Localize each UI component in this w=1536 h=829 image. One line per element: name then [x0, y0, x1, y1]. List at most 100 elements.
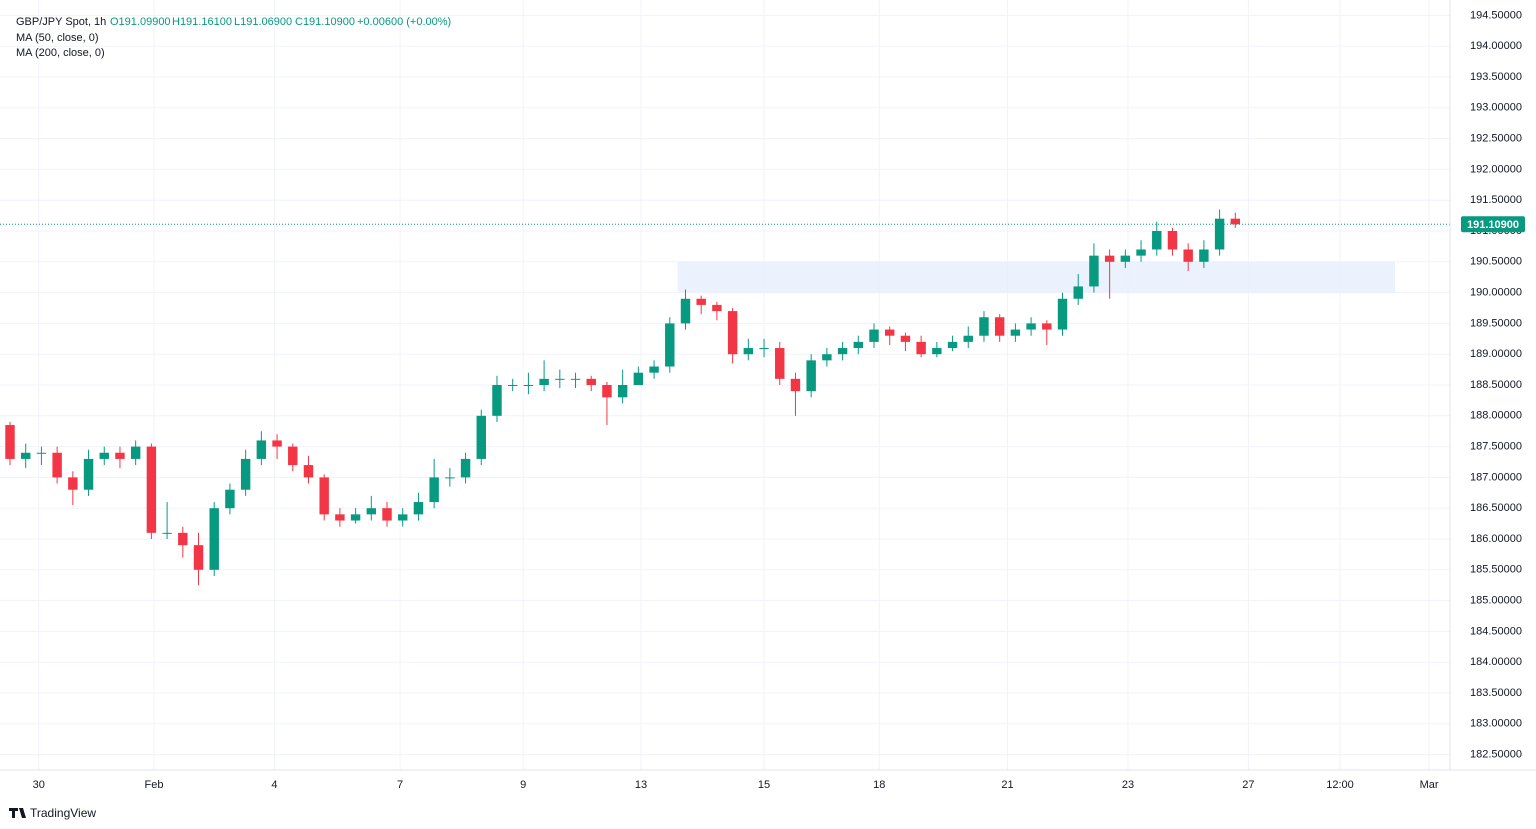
candle-body: [99, 452, 109, 459]
x-tick-label: 7: [397, 779, 403, 791]
candle-body: [759, 348, 769, 350]
candle-body: [225, 489, 235, 509]
candle-body: [555, 378, 565, 380]
y-tick-label: 187.00000: [1470, 471, 1522, 483]
candle-body: [413, 502, 424, 515]
plot: [0, 209, 1450, 586]
legend: GBP/JPY Spot, 1h O191.09900 H191.16100 L…: [16, 16, 451, 59]
candle-body: [193, 545, 204, 570]
y-tick-label: 192.50000: [1470, 133, 1522, 145]
y-tick-label: 193.50000: [1470, 71, 1522, 83]
ohlc-high: H191.16100: [172, 16, 232, 28]
candle-body: [570, 378, 581, 380]
candle-body: [1167, 231, 1178, 250]
candle-body: [617, 385, 628, 398]
candle-body: [1214, 218, 1225, 250]
candle-body: [115, 452, 125, 459]
candle-body: [1136, 249, 1146, 256]
candle-body: [1042, 323, 1052, 330]
y-tick-label: 193.00000: [1470, 102, 1522, 114]
candle-body: [1183, 249, 1193, 262]
ohlc-open: O191.09900: [110, 16, 171, 28]
candle-body: [492, 385, 502, 416]
candle-body: [130, 446, 141, 459]
candle-body: [994, 317, 1005, 336]
candle-body: [507, 385, 518, 386]
y-tick-label: 188.50000: [1470, 379, 1522, 391]
x-tick-label: 9: [520, 779, 526, 791]
candle-body: [649, 366, 659, 373]
candle-body: [1089, 255, 1099, 287]
candle-body: [822, 354, 832, 361]
y-tick-label: 187.50000: [1470, 441, 1522, 453]
candle-body: [1152, 231, 1162, 250]
candle-body: [1120, 255, 1131, 262]
brand-logo: [9, 808, 26, 818]
x-tick-label: 27: [1242, 779, 1254, 791]
y-tick-label: 188.00000: [1470, 410, 1522, 422]
y-tick-label: 190.00000: [1470, 287, 1522, 299]
last-price-label: 191.10900: [1467, 219, 1519, 231]
candle-body: [209, 508, 219, 570]
candle-body: [665, 323, 675, 367]
candle-body: [1073, 286, 1083, 299]
x-tick-label: 18: [873, 779, 885, 791]
y-tick-label: 186.00000: [1470, 533, 1522, 545]
brand[interactable]: TradingView: [9, 806, 96, 820]
y-tick-label: 185.00000: [1470, 595, 1522, 607]
candle-body: [20, 452, 31, 459]
x-tick-label: 23: [1122, 779, 1134, 791]
candle-body: [460, 458, 471, 478]
candle-body: [1104, 255, 1115, 262]
candle-body: [398, 514, 408, 521]
candle-body: [743, 348, 754, 355]
ohlc-low: L191.06900: [234, 16, 292, 28]
y-tick-label: 189.50000: [1470, 317, 1522, 329]
candle-body: [335, 514, 345, 521]
ohlc-close: C191.10900: [295, 16, 355, 28]
candle-body: [303, 465, 314, 478]
x-tick-label: Mar: [1420, 779, 1439, 791]
candle-body: [853, 341, 864, 349]
candle-body: [790, 378, 801, 392]
y-tick-label: 191.50000: [1470, 194, 1522, 206]
x-tick-label: 12:00: [1326, 779, 1354, 791]
candle-body: [633, 372, 644, 385]
change: +0.00600 (+0.00%): [357, 16, 451, 28]
candle-body: [5, 425, 15, 459]
x-tick-label: 4: [271, 779, 277, 791]
brand-name: TradingView: [30, 806, 96, 820]
candle-body: [979, 317, 989, 336]
candle-body: [445, 477, 455, 479]
candle-body: [350, 514, 361, 521]
candle-body: [1026, 323, 1036, 330]
candle-body: [900, 335, 911, 342]
indicator: MA (200, close, 0): [16, 47, 105, 59]
candle-body: [162, 532, 172, 534]
candle-body: [680, 298, 691, 324]
x-tick-label: 30: [33, 779, 45, 791]
indicator: MA (50, close, 0): [16, 32, 99, 44]
y-tick-label: 182.50000: [1470, 749, 1522, 761]
highlight-zone: [677, 261, 1396, 293]
candle-body: [83, 458, 94, 490]
y-tick-label: 194.50000: [1470, 9, 1522, 21]
y-tick-label: 183.50000: [1470, 687, 1522, 699]
candle-body: [382, 508, 392, 521]
candle-body: [696, 298, 706, 305]
y-tick-label: 183.00000: [1470, 718, 1522, 730]
candle-body: [1010, 329, 1021, 336]
y-tick-label: 194.00000: [1470, 40, 1522, 52]
candle-body: [52, 452, 62, 478]
y-tick-label: 190.50000: [1470, 256, 1522, 268]
candle-body: [68, 477, 78, 490]
candle-body: [288, 446, 298, 466]
candle-body: [476, 415, 486, 459]
y-tick-label: 192.00000: [1470, 163, 1522, 175]
candle-body: [1057, 298, 1068, 330]
candle-body: [36, 452, 47, 454]
x-tick-label: 15: [758, 779, 770, 791]
